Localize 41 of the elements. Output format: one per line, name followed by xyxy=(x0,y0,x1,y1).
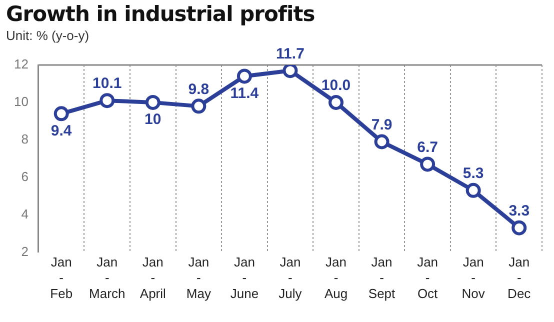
data-label: 11.7 xyxy=(276,45,304,62)
data-label: 9.8 xyxy=(188,80,210,98)
data-label: 6.7 xyxy=(417,138,438,156)
y-tick-label: 4 xyxy=(21,206,28,222)
x-tick-label: Jan - Feb xyxy=(50,254,73,301)
x-tick-label: Jan - March xyxy=(89,254,126,301)
y-tick-label: 2 xyxy=(21,244,28,259)
data-label: 5.3 xyxy=(462,165,484,182)
x-tick-label: Jan - Dec xyxy=(508,254,532,301)
y-tick-label: 10 xyxy=(14,94,28,110)
point xyxy=(512,220,527,236)
x-tick-label: Jan - Nov xyxy=(462,254,486,301)
x-tick-label: Jan - Sept xyxy=(368,254,396,301)
point xyxy=(420,156,436,172)
y-tick-label: 12 xyxy=(14,56,28,72)
point xyxy=(100,93,115,108)
data-label: 10.0 xyxy=(321,77,351,94)
data-label: 11.4 xyxy=(230,84,260,102)
data-label: 10 xyxy=(144,111,162,128)
point xyxy=(191,98,206,114)
chart-subtitle: Unit: % (y-o-y) xyxy=(6,28,90,43)
point xyxy=(145,94,160,110)
data-label: 7.9 xyxy=(371,116,392,134)
x-tick-label: Jan - May xyxy=(186,254,212,301)
y-tick-label: 6 xyxy=(21,168,28,184)
x-tick-label: Jan - July xyxy=(278,254,302,301)
point xyxy=(282,65,298,78)
x-tick-label: Jan - Aug xyxy=(324,254,348,301)
x-tick-label: Jan - April xyxy=(140,254,166,301)
point xyxy=(236,68,252,84)
x-tick-label: Jan - Oct xyxy=(417,254,438,301)
data-label: 3.3 xyxy=(508,202,530,220)
point xyxy=(466,182,481,198)
x-tick-label: Jan - June xyxy=(230,254,259,301)
data-label: 9.4 xyxy=(50,122,72,140)
point xyxy=(374,134,390,150)
y-tick-label: 8 xyxy=(21,131,28,146)
data-label: 10.1 xyxy=(92,75,122,92)
point xyxy=(54,106,69,122)
point xyxy=(328,94,344,110)
chart-title: Growth in industrial profits xyxy=(6,2,316,26)
